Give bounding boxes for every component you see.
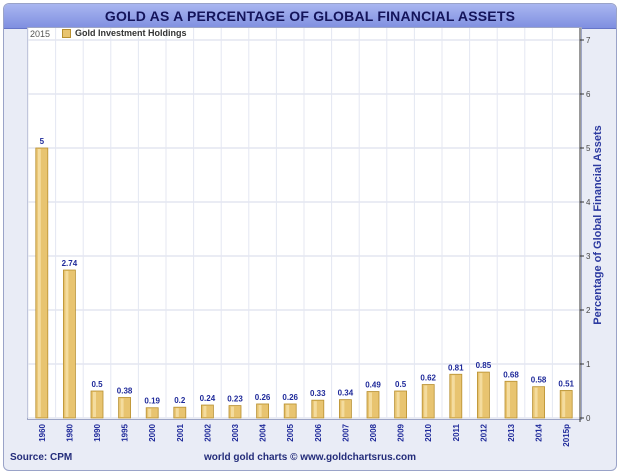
bar-highlight bbox=[562, 391, 566, 417]
x-tick-label: 2002 bbox=[203, 423, 212, 441]
data-label: 0.51 bbox=[558, 379, 574, 388]
bar bbox=[532, 386, 545, 419]
bar bbox=[338, 399, 352, 419]
x-tick-label: 2010 bbox=[424, 423, 433, 441]
y-tick-label: 5 bbox=[586, 144, 591, 153]
bar bbox=[200, 404, 214, 419]
x-tick-label: 1960 bbox=[38, 423, 47, 441]
bar bbox=[118, 397, 131, 419]
bar-highlight bbox=[396, 392, 400, 417]
data-label: 0.5 bbox=[395, 380, 407, 389]
data-label: 0.19 bbox=[144, 397, 160, 406]
source-text: Source: CPM bbox=[10, 452, 73, 463]
bar-highlight bbox=[286, 404, 290, 417]
bar bbox=[63, 269, 76, 419]
bar-highlight bbox=[203, 406, 207, 417]
bar bbox=[476, 371, 490, 419]
data-label: 0.23 bbox=[227, 395, 243, 404]
x-tick-label: 2008 bbox=[369, 423, 378, 441]
data-label: 0.62 bbox=[420, 374, 436, 383]
x-tick-label: 2005 bbox=[286, 423, 295, 441]
bar-highlight bbox=[37, 149, 41, 417]
data-label: 0.38 bbox=[117, 386, 133, 395]
x-tick-label: 2013 bbox=[507, 423, 516, 441]
legend-label: Gold Investment Holdings bbox=[75, 28, 187, 38]
y-tick-label: 6 bbox=[586, 90, 591, 99]
data-label: 2.74 bbox=[62, 259, 78, 268]
data-label: 0.34 bbox=[338, 389, 354, 398]
y-tick-label: 4 bbox=[586, 198, 591, 207]
bar bbox=[256, 403, 270, 419]
x-tick-label: 2006 bbox=[314, 423, 323, 441]
x-tick-label: 2012 bbox=[479, 423, 488, 441]
bar bbox=[90, 390, 104, 419]
bar bbox=[228, 405, 242, 419]
x-tick-label: 2007 bbox=[341, 423, 350, 441]
chart-title: GOLD AS A PERCENTAGE OF GLOBAL FINANCIAL… bbox=[104, 8, 516, 24]
data-label: 0.26 bbox=[282, 393, 298, 402]
legend: Gold Investment Holdings bbox=[62, 28, 187, 40]
title-bar: GOLD AS A PERCENTAGE OF GLOBAL FINANCIAL… bbox=[4, 4, 616, 29]
bar-highlight bbox=[313, 401, 317, 417]
data-label: 0.33 bbox=[310, 389, 326, 398]
bar bbox=[504, 380, 518, 419]
x-tick-label: 1990 bbox=[93, 423, 102, 441]
legend-swatch bbox=[62, 29, 71, 39]
bar-highlight bbox=[341, 400, 345, 417]
bar-highlight bbox=[175, 408, 179, 417]
bar-highlight bbox=[93, 392, 96, 417]
x-tick-label: 1980 bbox=[65, 423, 74, 441]
data-label: 0.68 bbox=[503, 370, 519, 379]
x-tick-label: 2000 bbox=[148, 423, 157, 441]
bar-highlight bbox=[507, 382, 510, 417]
bar bbox=[421, 384, 435, 419]
x-tick-label: 2011 bbox=[452, 423, 461, 441]
bar-highlight bbox=[451, 375, 455, 417]
bar bbox=[173, 406, 187, 419]
data-label: 0.58 bbox=[531, 376, 547, 385]
bar bbox=[366, 391, 380, 419]
bar bbox=[449, 373, 463, 419]
data-label: 0.26 bbox=[255, 393, 271, 402]
credit-text: world gold charts © www.goldchartsrus.co… bbox=[203, 452, 417, 463]
bar-highlight bbox=[258, 404, 262, 417]
x-tick-label: 2001 bbox=[176, 423, 185, 441]
bar-highlight bbox=[479, 373, 483, 417]
data-label: 0.2 bbox=[174, 396, 186, 405]
bar-highlight bbox=[65, 271, 69, 417]
x-tick-label: 2009 bbox=[397, 423, 406, 441]
bar-highlight bbox=[424, 385, 428, 417]
data-label: 0.81 bbox=[448, 363, 464, 372]
x-tick-label: 2004 bbox=[259, 423, 268, 441]
bar bbox=[35, 147, 49, 419]
x-tick-label: 2003 bbox=[231, 423, 240, 441]
bar bbox=[283, 403, 297, 419]
x-tick-label: 2015p bbox=[562, 424, 571, 447]
y-tick-label: 3 bbox=[586, 252, 591, 261]
data-label: 5 bbox=[40, 137, 45, 146]
bar-highlight bbox=[120, 398, 124, 417]
x-tick-label: 2014 bbox=[535, 423, 544, 441]
data-label: 0.24 bbox=[200, 394, 216, 403]
bar-highlight bbox=[148, 408, 152, 417]
y-tick-label: 2 bbox=[586, 306, 591, 315]
y-axis-label: Percentage of Global Financial Assets bbox=[592, 125, 604, 325]
bar bbox=[559, 390, 573, 419]
data-label: 0.5 bbox=[91, 380, 103, 389]
y-tick-label: 7 bbox=[586, 36, 591, 45]
bar-highlight bbox=[534, 387, 538, 417]
bar bbox=[311, 399, 325, 419]
bar bbox=[394, 390, 408, 419]
bar-highlight bbox=[369, 392, 372, 417]
data-label: 0.85 bbox=[476, 361, 492, 370]
x-tick-label: 1995 bbox=[121, 423, 130, 441]
data-label: 0.49 bbox=[365, 381, 381, 390]
bar-highlight bbox=[231, 406, 234, 417]
y-tick-label: 0 bbox=[586, 414, 591, 423]
year-tag: 2015 bbox=[30, 29, 51, 39]
y-tick-label: 1 bbox=[586, 360, 591, 369]
bar bbox=[145, 407, 159, 419]
